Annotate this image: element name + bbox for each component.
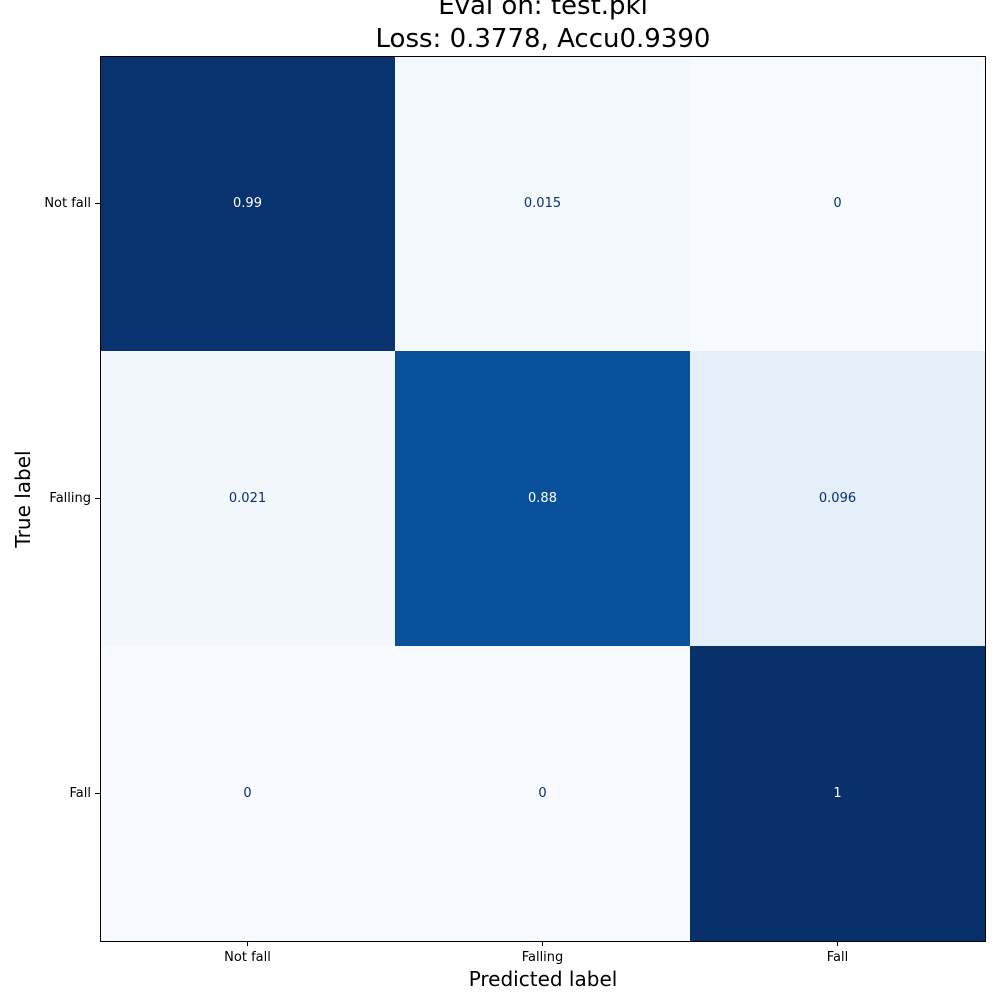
y-tick-label: Fall	[70, 786, 91, 801]
y-tick-label: Not fall	[44, 196, 91, 211]
heatmap-cell-label: 1	[833, 786, 841, 801]
chart-title-line-1: Eval on: test.pkl	[438, 0, 648, 21]
y-axis-label: True label	[11, 450, 35, 548]
x-tick-label: Falling	[522, 950, 564, 965]
x-axis-ticks: Not fall Falling Fall	[224, 941, 848, 965]
heatmap-cell-label: 0.021	[229, 491, 266, 506]
chart-title: Eval on: test.pkl Loss: 0.3778, Accu0.93…	[376, 0, 711, 54]
heatmap-cell	[100, 646, 396, 942]
heatmap-cell-labels: 0.99 0.015 0 0.021 0.88 0.096 0 0 1	[229, 196, 856, 801]
chart-title-line-2: Loss: 0.3778, Accu0.9390	[376, 24, 711, 54]
heatmap-cell	[395, 56, 691, 352]
x-tick-label: Fall	[827, 950, 848, 965]
y-tick-label: Falling	[49, 491, 91, 506]
heatmap-cell-label: 0.096	[819, 491, 856, 506]
heatmap-cell-label: 0.99	[233, 196, 262, 211]
heatmap-cell-label: 0	[243, 786, 251, 801]
heatmap-cell	[690, 56, 986, 352]
heatmap-cell	[395, 351, 691, 647]
heatmap-cell-label: 0	[833, 196, 841, 211]
heatmap-cell	[690, 646, 986, 942]
x-axis-label: Predicted label	[469, 967, 618, 991]
heatmap-cell-label: 0	[538, 786, 546, 801]
heatmap-cell	[100, 351, 396, 647]
heatmap-cells	[100, 56, 986, 942]
heatmap-cell	[100, 56, 396, 352]
y-axis-ticks: Not fall Falling Fall	[44, 196, 100, 801]
heatmap-cell	[395, 646, 691, 942]
heatmap-cell-label: 0.015	[524, 196, 561, 211]
heatmap-cell-label: 0.88	[528, 491, 557, 506]
heatmap-cell	[690, 351, 986, 647]
x-tick-label: Not fall	[224, 950, 271, 965]
